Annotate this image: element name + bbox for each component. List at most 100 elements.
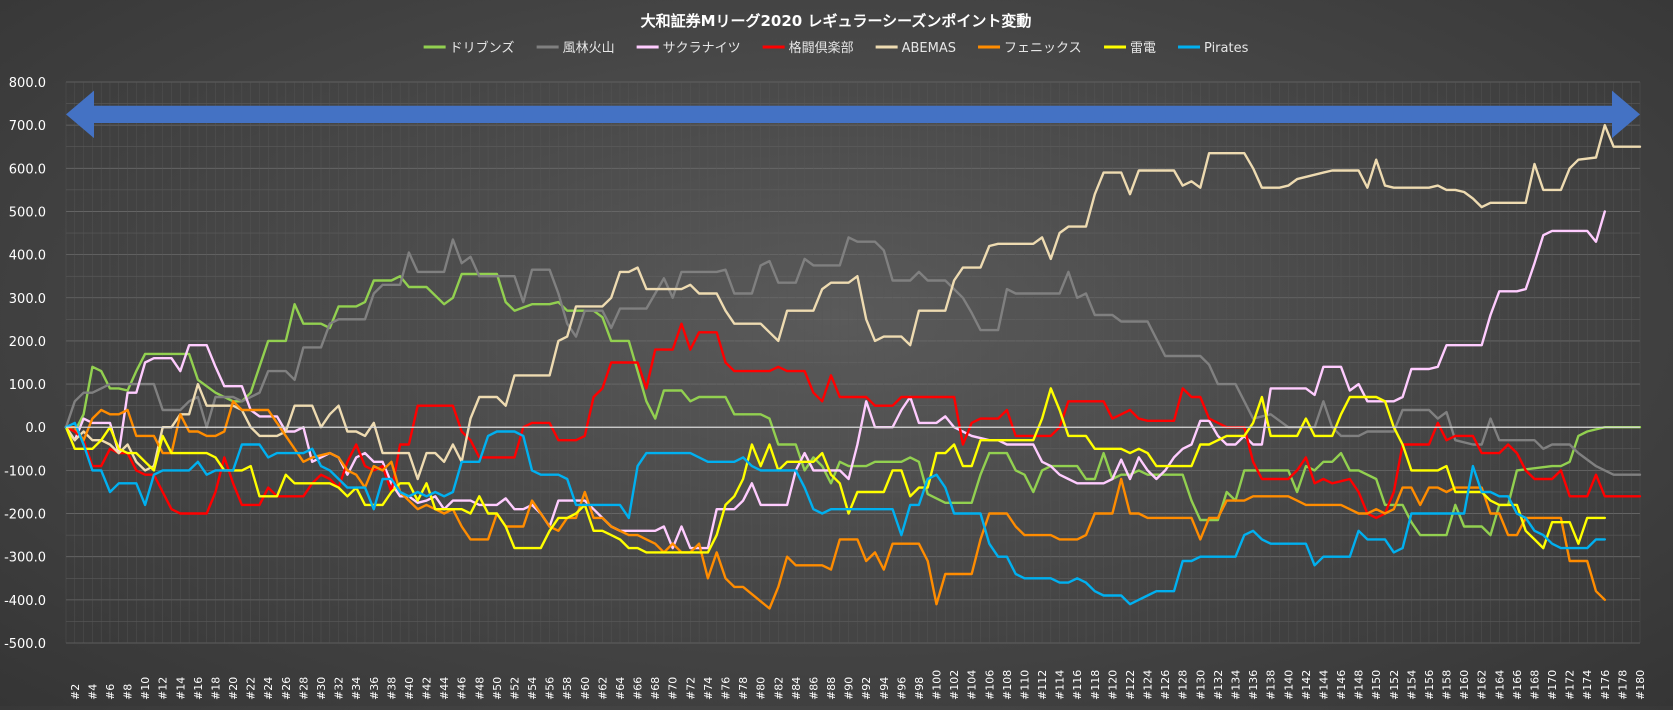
x-tick-label: #40 (403, 677, 416, 700)
x-tick-label: #66 (632, 677, 645, 700)
x-tick-label: #44 (438, 677, 451, 700)
x-tick-label: #18 (209, 677, 222, 700)
legend-item-7[interactable]: 雷電 (1104, 41, 1156, 56)
x-tick-label: #170 (1546, 670, 1559, 700)
x-tick-label: #68 (649, 677, 662, 700)
y-tick-label: -100.0 (4, 464, 46, 479)
x-tick-label: #180 (1634, 670, 1647, 700)
x-tick-label: #166 (1511, 670, 1524, 700)
x-tick-label: #54 (526, 677, 539, 700)
x-tick-label: #38 (385, 677, 398, 700)
x-tick-label: #124 (1142, 670, 1155, 700)
x-tick-label: #92 (860, 677, 873, 700)
y-tick-label: 0.0 (25, 421, 46, 436)
x-tick-label: #70 (667, 677, 680, 700)
y-tick-label: 500.0 (9, 205, 46, 220)
x-tick-label: #88 (825, 677, 838, 700)
x-tick-label: #120 (1106, 670, 1119, 700)
series-line-7 (64, 387, 1607, 554)
x-tick-label: #8 (122, 684, 135, 700)
x-tick-label: #78 (737, 677, 750, 700)
x-tick-label: #128 (1177, 670, 1190, 700)
x-tick-label: #132 (1212, 670, 1225, 700)
x-tick-label: #6 (104, 684, 117, 700)
x-tick-label: #12 (157, 677, 170, 700)
x-tick-label: #108 (1001, 670, 1014, 700)
legend-label: サクラナイツ (663, 41, 741, 56)
grid (65, 81, 1641, 644)
series-line-6 (64, 400, 1607, 610)
x-tick-label: #158 (1441, 670, 1454, 700)
x-tick-label: #162 (1476, 670, 1489, 700)
legend-label: Pirates (1204, 41, 1249, 56)
legend-item-3[interactable]: サクラナイツ (636, 41, 741, 56)
x-tick-label: #134 (1230, 670, 1243, 700)
series-line-1 (64, 272, 1642, 537)
x-tick-label: #94 (878, 677, 891, 700)
y-tick-label: -200.0 (4, 508, 46, 523)
legend-item-5[interactable]: ABEMAS (875, 41, 956, 56)
x-tick-label: #50 (491, 677, 504, 700)
x-tick-label: #22 (245, 677, 258, 700)
x-tick-label: #56 (544, 677, 557, 700)
x-tick-label: #104 (966, 670, 979, 700)
x-tick-label: #42 (421, 677, 434, 700)
legend-item-8[interactable]: Pirates (1178, 41, 1249, 56)
x-tick-label: #112 (1036, 670, 1049, 700)
legend-label: 雷電 (1130, 41, 1156, 56)
legend-label: フェニックス (1004, 41, 1082, 56)
x-tick-label: #86 (807, 677, 820, 700)
x-tick-label: #26 (280, 677, 293, 700)
legend-item-1[interactable]: ドリブンズ (423, 40, 515, 56)
x-tick-label: #30 (315, 677, 328, 700)
y-tick-label: -300.0 (4, 551, 46, 566)
x-tick-label: #146 (1335, 670, 1348, 700)
series-line-3 (64, 210, 1607, 550)
x-tick-label: #84 (790, 677, 803, 700)
x-tick-label: #100 (931, 670, 944, 700)
series-layer (64, 123, 1642, 610)
x-tick-label: #2 (69, 684, 82, 700)
double-arrow-annotation (66, 90, 1640, 139)
legend-item-4[interactable]: 格闘倶楽部 (762, 40, 854, 56)
x-tick-label: #4 (86, 684, 99, 700)
x-tick-label: #46 (456, 677, 469, 700)
x-tick-label: #156 (1423, 670, 1436, 700)
x-tick-label: #172 (1564, 670, 1577, 700)
x-tick-label: #48 (473, 677, 486, 700)
x-tick-label: #10 (139, 677, 152, 700)
x-tick-label: #142 (1300, 670, 1313, 700)
x-tick-label: #96 (895, 677, 908, 700)
x-tick-label: #178 (1616, 670, 1629, 700)
y-tick-label: 200.0 (9, 335, 46, 350)
x-tick-label: #174 (1581, 670, 1594, 700)
x-tick-label: #140 (1282, 670, 1295, 700)
x-tick-label: #164 (1493, 670, 1506, 700)
x-tick-label: #168 (1528, 670, 1541, 700)
x-tick-label: #36 (368, 677, 381, 700)
x-tick-label: #90 (843, 677, 856, 700)
annotation-layer (66, 90, 1640, 139)
y-tick-label: 600.0 (9, 162, 46, 177)
y-tick-label: 300.0 (9, 292, 46, 307)
x-tick-label: #126 (1159, 670, 1172, 700)
y-tick-label: -400.0 (4, 594, 46, 609)
x-tick-label: #118 (1089, 670, 1102, 700)
legend-item-2[interactable]: 風林火山 (536, 41, 615, 56)
legend-label: 格闘倶楽部 (789, 40, 854, 56)
x-tick-label: #176 (1599, 670, 1612, 700)
x-tick-label: #24 (262, 677, 275, 700)
x-tick-label: #144 (1317, 670, 1330, 700)
y-tick-label: 400.0 (9, 249, 46, 264)
x-axis: #2 #4 #6 #8 #10 #12 #14 #16 #18 #20 #22 #24 #26 #28 #3… (69, 670, 1647, 700)
x-tick-label: #80 (755, 677, 768, 700)
y-tick-label: 800.0 (9, 76, 46, 91)
legend-item-6[interactable]: フェニックス (978, 41, 1082, 56)
x-tick-label: #98 (913, 677, 926, 700)
x-tick-label: #130 (1194, 670, 1207, 700)
x-tick-label: #136 (1247, 670, 1260, 700)
x-tick-label: #116 (1071, 670, 1084, 700)
x-tick-label: #60 (579, 677, 592, 700)
x-tick-label: #150 (1370, 670, 1383, 700)
